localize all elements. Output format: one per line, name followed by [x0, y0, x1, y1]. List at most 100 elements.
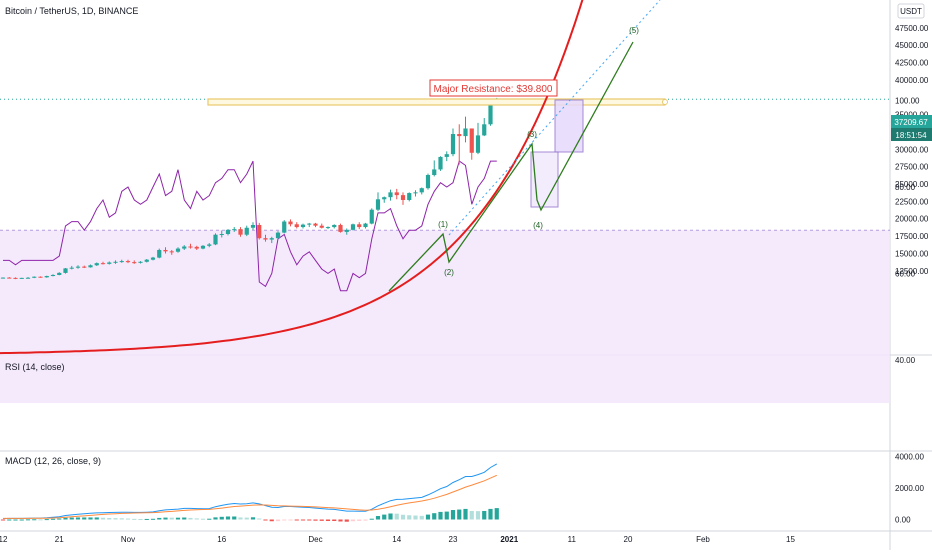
macd-histogram-bar	[219, 516, 224, 520]
macd-histogram-bar	[282, 519, 287, 521]
macd-histogram-bar	[250, 517, 256, 520]
macd-histogram-bar	[7, 519, 12, 521]
price-tick-label: 17500.00	[895, 232, 929, 241]
macd-histogram-bar	[200, 518, 206, 520]
macd-histogram-bar	[244, 517, 249, 520]
macd-histogram-bar	[438, 511, 443, 520]
macd-histogram-bar	[388, 513, 393, 520]
macd-histogram-bar	[207, 518, 212, 520]
macd-histogram-bar	[488, 508, 493, 520]
macd-histogram-bar	[494, 508, 499, 520]
candle-body	[150, 257, 156, 260]
time-tick-label: 23	[449, 535, 458, 544]
resistance-zone	[207, 98, 666, 106]
macd-histogram-bar	[382, 514, 387, 520]
macd-histogram-bar	[182, 517, 187, 520]
resistance-handle	[662, 99, 668, 105]
candle-body	[200, 245, 206, 249]
macd-histogram-bar	[419, 515, 424, 520]
candle-body	[207, 244, 212, 246]
candle-body	[425, 174, 431, 189]
candle-body	[144, 259, 149, 262]
macd-histogram-bar	[213, 517, 218, 520]
candle-body	[107, 262, 112, 264]
time-tick-label: Feb	[696, 535, 710, 544]
macd-histogram-bar	[482, 510, 487, 520]
resistance-label: Major Resistance: $39.800	[429, 79, 558, 97]
wave-label-1: (1)	[438, 220, 448, 229]
wave-label-4: (4)	[533, 221, 543, 230]
rsi-line	[3, 160, 497, 292]
candle-body	[169, 251, 174, 253]
macd-histogram-bar	[163, 517, 168, 520]
elliott-wave-path	[388, 41, 634, 292]
macd-histogram-bar	[332, 519, 337, 522]
macd-histogram-bar	[194, 518, 199, 520]
candle-body	[363, 223, 368, 228]
candle-body	[350, 224, 356, 230]
candle-body	[75, 266, 81, 268]
candle-body	[113, 261, 118, 263]
wave-label-5: (5)	[629, 26, 639, 35]
price-tick-label: 42500.00	[895, 59, 929, 68]
candle-body	[394, 192, 399, 196]
candle-body	[325, 227, 331, 229]
macd-histogram-bar	[138, 519, 143, 521]
macd-histogram-bar	[63, 517, 68, 520]
rsi-tick-label: 100.00	[895, 97, 920, 106]
macd-histogram-bar	[344, 519, 349, 522]
macd-histogram-bar	[238, 517, 243, 520]
current-price-label: 37209.67	[894, 118, 928, 127]
macd-tick-label: 4000.00	[895, 452, 924, 461]
candle-body	[388, 192, 393, 198]
candle-body	[463, 128, 468, 137]
macd-histogram-bar	[175, 517, 181, 520]
macd-histogram-bar	[225, 516, 231, 520]
macd-histogram-bar	[294, 519, 299, 521]
candle-body	[400, 195, 406, 200]
time-tick-label: Dec	[308, 535, 322, 544]
macd-histogram-bar	[169, 517, 174, 520]
macd-histogram-bar	[88, 517, 93, 520]
macd-histogram-bar	[432, 513, 437, 520]
price-tick-label: 45000.00	[895, 41, 929, 50]
candle-body	[44, 276, 49, 278]
candle-body	[194, 246, 199, 249]
candle-body	[94, 263, 99, 266]
candle-body	[138, 261, 143, 263]
candle-body	[125, 261, 131, 263]
candle-body	[275, 232, 281, 239]
candle-body	[375, 199, 381, 210]
macd-histogram-bar	[144, 518, 149, 520]
time-tick-label: 2021	[500, 535, 518, 544]
macd-histogram-bar	[288, 519, 293, 521]
candle-body	[438, 156, 443, 170]
macd-histogram-bar	[307, 519, 312, 521]
candle-body	[50, 274, 56, 277]
candle-body	[263, 238, 268, 240]
wave-label-2: (2)	[444, 268, 454, 277]
macd-histogram-bar	[50, 518, 56, 520]
macd-histogram-bar	[32, 519, 37, 521]
candle-body	[269, 238, 274, 240]
candle-body	[100, 263, 106, 265]
macd-histogram-bar	[232, 516, 237, 520]
rsi-tick-label: 40.00	[895, 356, 916, 365]
rsi-tick-label: 60.00	[895, 269, 916, 278]
macd-histogram-bar	[394, 513, 399, 520]
time-tick-label: 21	[55, 535, 64, 544]
macd-histogram-bar	[257, 518, 262, 520]
candle-body	[344, 229, 349, 232]
candle-body	[188, 246, 193, 248]
macd-histogram-bar	[188, 517, 193, 520]
candle-body	[13, 277, 18, 279]
currency-button[interactable]: USDT	[897, 3, 925, 19]
price-tick-label: 27500.00	[895, 163, 929, 172]
price-tick-label: 40000.00	[895, 76, 929, 85]
macd-histogram-bar	[132, 518, 137, 520]
candle-body	[225, 229, 231, 235]
candle-body	[475, 135, 481, 153]
candle-body	[338, 224, 343, 232]
candle-body	[488, 102, 493, 125]
candle-body	[25, 277, 31, 279]
